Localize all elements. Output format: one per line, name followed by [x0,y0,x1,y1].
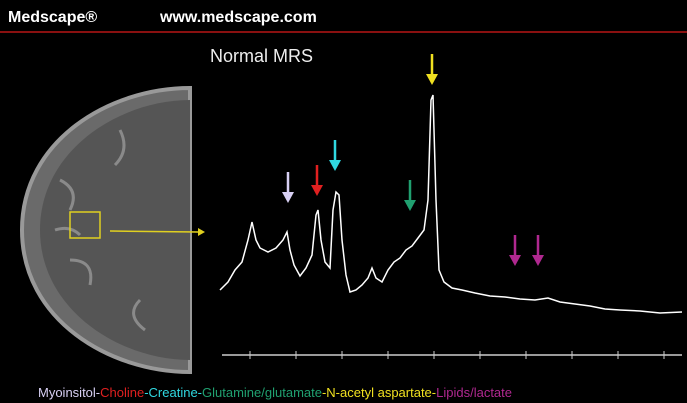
legend-item: Myoinsitol- [38,385,100,400]
legend-item: -N-acetyl aspartate- [322,385,436,400]
url: www.medscape.com [159,9,317,26]
legend: Myoinsitol-Choline-Creatine-Glutamine/gl… [38,385,512,400]
slide-title: Normal MRS [210,46,313,66]
legend-item: Glutamine/glutamate [202,385,322,400]
voxel-pointer [110,231,198,232]
brand: Medscape® [8,9,97,26]
slide: Medscape® www.medscape.com Normal MRS My… [0,0,687,403]
legend-item: -Creatine- [144,385,202,400]
legend-item: Choline [100,385,144,400]
legend-item: Lipids/lactate [436,385,512,400]
